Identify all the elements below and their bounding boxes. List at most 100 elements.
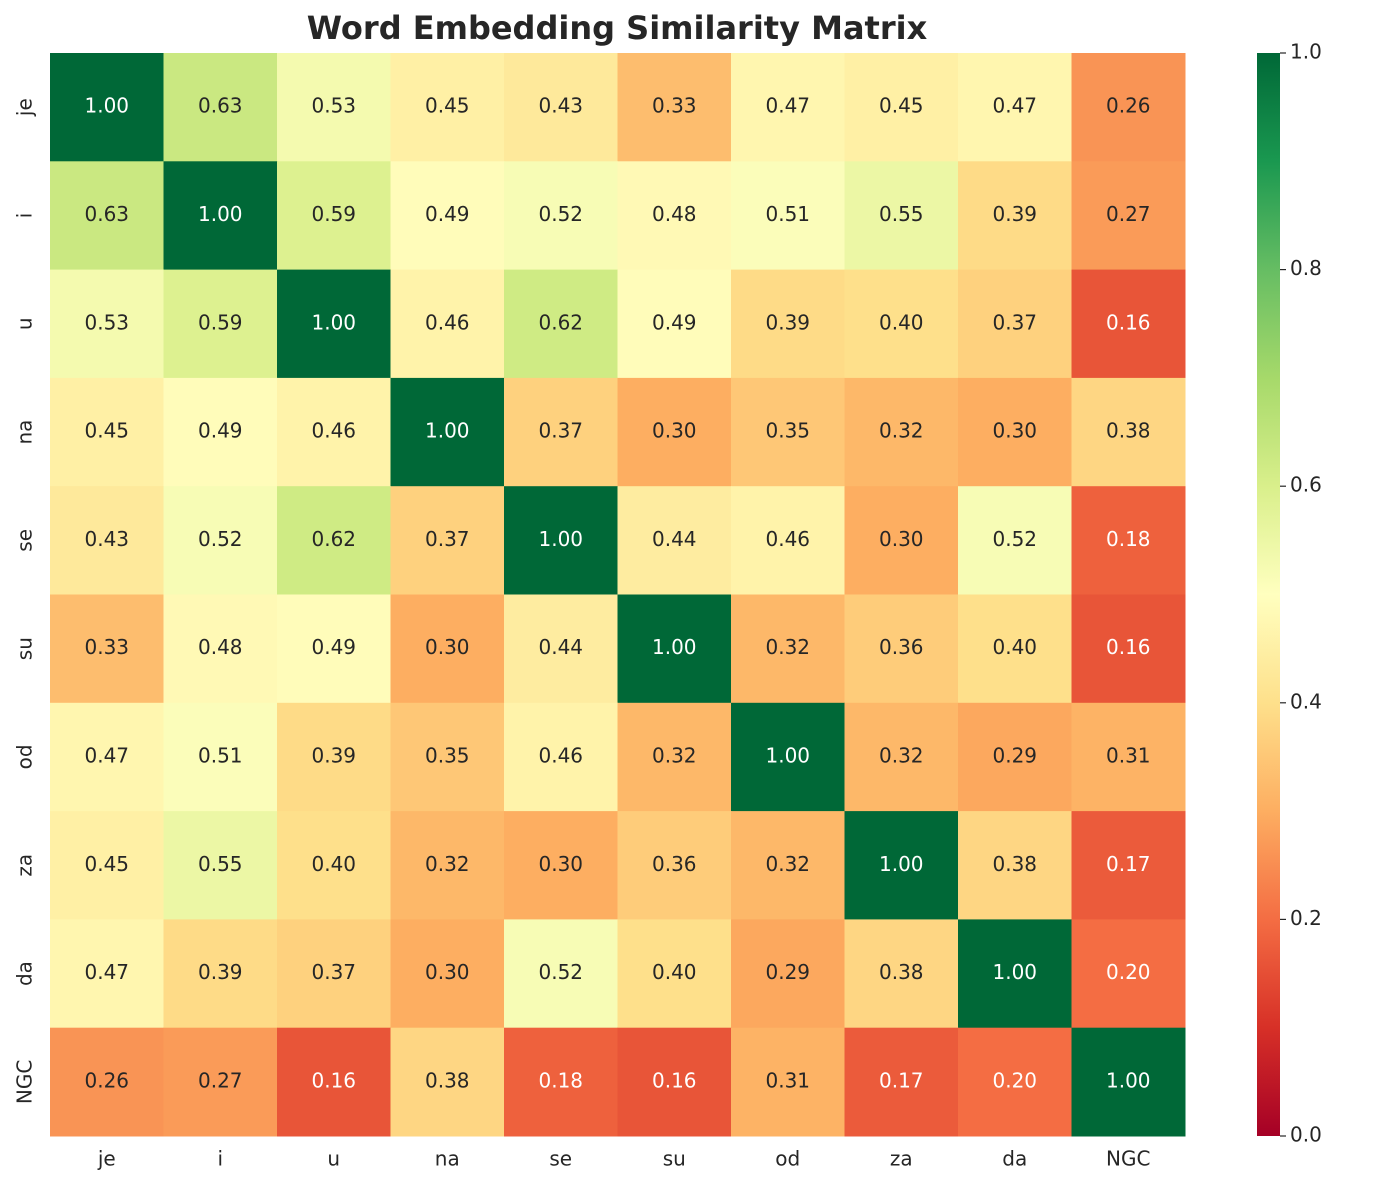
x-tick-label: u [327, 1147, 340, 1171]
cell-label: 0.38 [879, 960, 924, 984]
heatmap-cell [731, 702, 845, 812]
y-tick-label: na [13, 420, 37, 445]
cell-label: 0.27 [198, 1068, 243, 1092]
heatmap-cell [617, 486, 732, 595]
cell-label: 0.52 [198, 527, 243, 551]
cell-label: 0.39 [765, 310, 810, 334]
heatmap-cell [504, 594, 618, 704]
cell-label: 0.30 [879, 527, 924, 551]
heatmap-cell [844, 269, 959, 379]
cell-label: 0.20 [992, 1068, 1037, 1092]
heatmap-cell [277, 702, 391, 812]
cell-label: 0.29 [765, 960, 810, 984]
heatmap-cell [844, 702, 959, 812]
heatmap-cell [390, 702, 505, 812]
cell-label: 0.31 [765, 1068, 810, 1092]
cell-label: 0.52 [992, 527, 1037, 551]
heatmap-cell [844, 486, 959, 595]
heatmap-cell [504, 269, 618, 379]
x-tick-label: na [435, 1147, 460, 1171]
cell-label: 0.46 [311, 419, 356, 443]
cell-label: 0.29 [992, 743, 1037, 767]
heatmap-cell [50, 1027, 164, 1137]
cell-label: 0.59 [311, 202, 356, 226]
cell-label: 0.62 [538, 310, 583, 334]
y-tick-label: NGC [13, 1060, 37, 1104]
heatmap-cell [390, 1027, 505, 1137]
cell-label: 0.40 [879, 310, 924, 334]
cell-label: 1.00 [1106, 1068, 1151, 1092]
cell-label: 0.40 [652, 960, 697, 984]
cell-label: 0.44 [652, 527, 697, 551]
heatmap-cell [163, 269, 278, 379]
cell-label: 0.18 [1106, 527, 1151, 551]
heatmap-cell [1071, 811, 1186, 920]
heatmap-cell [163, 486, 278, 595]
heatmap-cell [277, 919, 391, 1029]
heatmap-cell [1071, 53, 1186, 162]
heatmap-cell [617, 594, 732, 704]
colorbar-tick-label: 0.8 [1290, 256, 1322, 280]
heatmap-cell [504, 53, 618, 162]
heatmap-cell [163, 811, 278, 920]
heatmap-cell [844, 594, 959, 704]
cell-label: 0.45 [84, 852, 129, 876]
heatmap-cell [1071, 486, 1186, 595]
cell-label: 0.35 [765, 419, 810, 443]
cell-label: 0.17 [1106, 852, 1151, 876]
heatmap-cell [844, 919, 959, 1029]
heatmap-cell [390, 919, 505, 1029]
heatmap-cell [731, 1027, 845, 1137]
y-tick-label: da [13, 961, 37, 986]
heatmap-cell [844, 53, 959, 162]
cell-label: 0.59 [198, 310, 243, 334]
heatmap-cell [617, 919, 732, 1029]
heatmap-cell [504, 486, 618, 595]
colorbar-tick-label: 0.6 [1290, 473, 1322, 497]
heatmap-cell [958, 594, 1072, 704]
cell-label: 0.26 [84, 1068, 129, 1092]
cell-label: 0.39 [198, 960, 243, 984]
heatmap-cell [958, 269, 1072, 379]
y-tick-label: za [13, 854, 37, 877]
heatmap-cell [50, 702, 164, 812]
cell-label: 0.16 [1106, 310, 1151, 334]
heatmap-cell [844, 377, 959, 487]
cell-label: 0.45 [879, 94, 924, 118]
heatmap-cell [617, 811, 732, 920]
heatmap-cell [504, 161, 618, 271]
cell-label: 0.55 [879, 202, 924, 226]
heatmap-cell [50, 53, 164, 162]
cell-label: 0.32 [879, 743, 924, 767]
cell-label: 0.20 [1106, 960, 1151, 984]
cell-label: 0.30 [538, 852, 583, 876]
cell-label: 0.47 [84, 960, 129, 984]
cell-label: 0.30 [425, 635, 470, 659]
cell-label: 0.39 [311, 743, 356, 767]
y-tick-label: su [13, 637, 37, 660]
heatmap-cell [958, 811, 1072, 920]
cell-label: 0.43 [538, 94, 583, 118]
cell-label: 0.45 [84, 419, 129, 443]
heatmap-cell [50, 269, 164, 379]
cell-label: 0.37 [425, 527, 470, 551]
x-tick-label: i [217, 1147, 223, 1171]
heatmap-cell [617, 702, 732, 812]
heatmap-cell [617, 377, 732, 487]
cell-label: 0.63 [84, 202, 129, 226]
cell-label: 0.36 [652, 852, 697, 876]
colorbar-tick-label: 0.2 [1290, 906, 1322, 930]
cell-label: 1.00 [425, 419, 470, 443]
cell-label: 0.52 [538, 202, 583, 226]
heatmap-cell [277, 594, 391, 704]
heatmap-cell [390, 161, 505, 271]
heatmap-cell [958, 53, 1072, 162]
cell-label: 0.31 [1106, 743, 1151, 767]
heatmap-cell [1071, 377, 1186, 487]
cell-label: 0.35 [425, 743, 470, 767]
y-tick-label: je [13, 98, 37, 117]
cell-label: 1.00 [538, 527, 583, 551]
heatmap-cell [731, 161, 845, 271]
y-tick-label: u [13, 317, 37, 330]
